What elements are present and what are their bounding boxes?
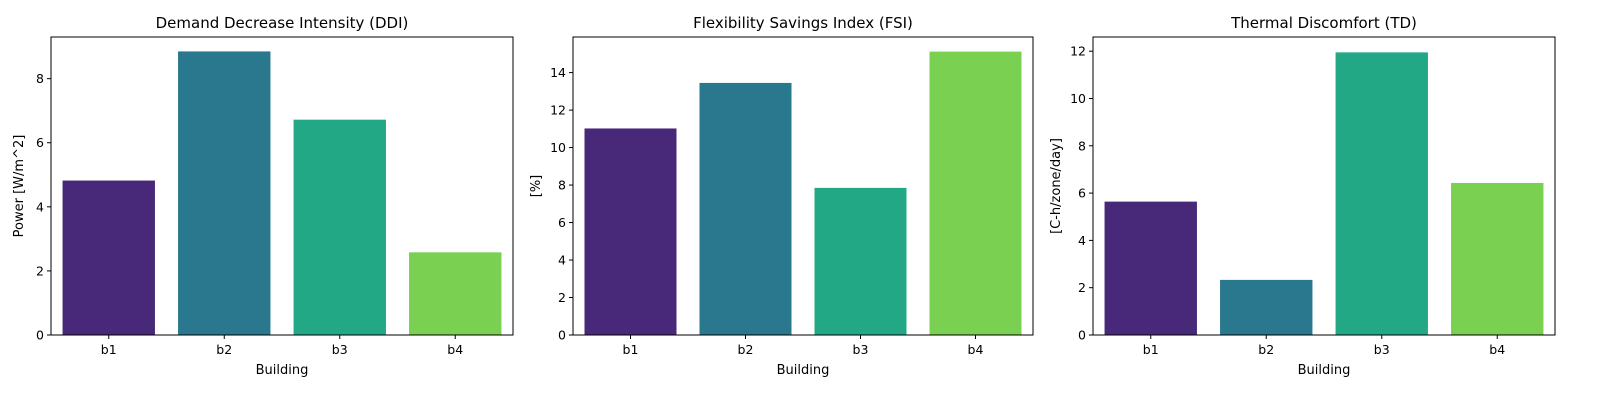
y-axis-label: [C-h/zone/day] (1049, 138, 1064, 234)
x-axis-label: Building (256, 363, 309, 378)
bar-b1 (584, 128, 677, 335)
y-tick-label: 4 (1078, 233, 1086, 248)
y-tick-label: 4 (36, 199, 44, 214)
x-tick-label: b2 (216, 342, 232, 357)
bar-b4 (929, 51, 1022, 336)
x-axis-label: Building (1298, 363, 1351, 378)
chart-panel-2: b1 b2 b3 b4 0 2 4 6 8 10 12 14 Flexibility Savings I… (529, 14, 1034, 378)
x-tick-label: b4 (1489, 342, 1505, 357)
y-tick-label: 6 (558, 215, 566, 230)
y-tick-label: 0 (1078, 328, 1086, 343)
y-tick-label: 14 (550, 65, 566, 80)
y-tick-label: 0 (558, 328, 566, 343)
x-tick-label: b3 (1374, 342, 1390, 357)
bar-b2 (178, 51, 271, 336)
bar-b3 (1335, 52, 1428, 336)
y-axis-label: [%] (529, 175, 544, 198)
x-tick-label: b4 (447, 342, 463, 357)
y-tick-label: 2 (558, 290, 566, 305)
bar-b3 (814, 187, 907, 335)
y-tick-label: 6 (36, 135, 44, 150)
plot-frame (1092, 36, 1556, 336)
y-tick-label: 12 (1070, 44, 1086, 59)
x-tick-label: b1 (1143, 342, 1159, 357)
y-tick-label: 8 (36, 71, 44, 86)
x-axis-label: Building (777, 363, 830, 378)
y-tick-label: 2 (1078, 280, 1086, 295)
y-tick-label: 8 (558, 178, 566, 193)
x-tick-label: b4 (968, 342, 984, 357)
y-axis-label: Power [W/m^2] (12, 135, 27, 238)
y-tick-label: 10 (1070, 91, 1086, 106)
chart-title: Thermal Discomfort (TD) (1230, 14, 1417, 32)
bar-b3 (293, 119, 386, 335)
y-tick-label: 12 (550, 103, 566, 118)
chart-panel-3: b1 b2 b3 b4 0 2 4 6 8 10 12 Thermal Discomfort (TD)… (1049, 14, 1556, 378)
x-tick-label: b3 (853, 342, 869, 357)
y-tick-label: 10 (550, 140, 566, 155)
bar-b4 (1451, 182, 1544, 335)
x-tick-label: b3 (332, 342, 348, 357)
chart-panel-1: b1 b2 b3 b4 0 2 4 6 8 Demand Decrease Intensity (… (12, 14, 514, 378)
x-tick-label: b1 (101, 342, 117, 357)
plot-frame (50, 36, 514, 336)
bar-b4 (409, 252, 502, 335)
y-tick-label: 4 (558, 253, 566, 268)
y-tick-label: 2 (36, 263, 44, 278)
y-tick-label: 0 (36, 328, 44, 343)
bar-b2 (699, 82, 792, 335)
x-tick-label: b2 (738, 342, 754, 357)
chart-title: Flexibility Savings Index (FSI) (693, 14, 913, 32)
bar-b1 (1104, 201, 1197, 335)
x-tick-label: b1 (623, 342, 639, 357)
plot-frame (572, 36, 1034, 336)
chart-title: Demand Decrease Intensity (DDI) (156, 14, 409, 32)
x-tick-label: b2 (1258, 342, 1274, 357)
y-tick-label: 6 (1078, 186, 1086, 201)
bar-b2 (1220, 279, 1313, 335)
y-tick-label: 8 (1078, 138, 1086, 153)
bar-b1 (62, 180, 155, 335)
